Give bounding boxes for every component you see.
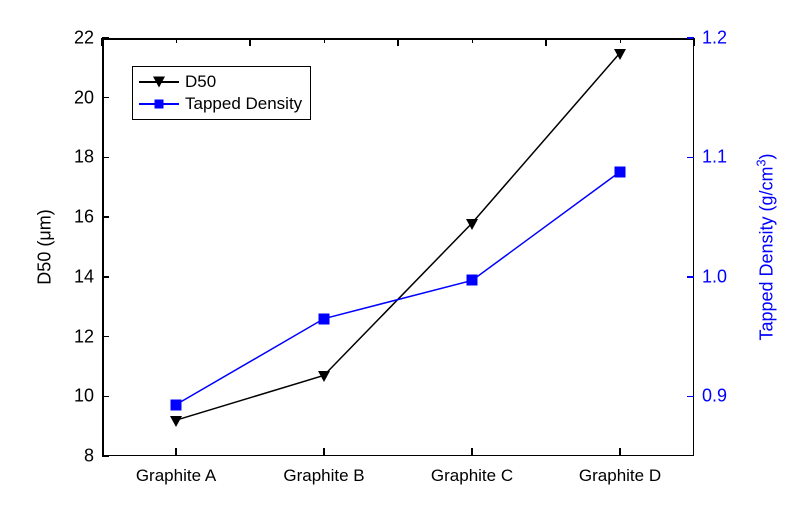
y-right-tick-label: 1.1 (694, 147, 727, 168)
legend-item: Tapped Density (139, 93, 302, 115)
legend: D50Tapped Density (132, 66, 311, 120)
y-left-tick-label: 8 (84, 446, 102, 467)
y-left-tick-label: 18 (74, 147, 102, 168)
x-tick-label: Graphite C (431, 456, 513, 486)
y-left-tick-label: 10 (74, 386, 102, 407)
y-left-tick-label: 20 (74, 87, 102, 108)
data-point (615, 166, 626, 177)
x-tick-label: Graphite A (136, 456, 216, 486)
data-point (318, 371, 330, 382)
data-point (171, 399, 182, 410)
y-right-tick-label: 0.9 (694, 386, 727, 407)
legend-item: D50 (139, 71, 302, 93)
chart-root: 8 10 12 14 16 18 20 22 0.9 1.0 1.1 1.2 Graphite A Gra… (0, 0, 800, 521)
y-left-tick-label: 12 (74, 326, 102, 347)
data-point (170, 416, 182, 427)
data-point (466, 219, 478, 230)
legend-swatch (139, 72, 179, 92)
x-tick-label: Graphite B (283, 456, 364, 486)
y-right-tick-label: 1.0 (694, 266, 727, 287)
legend-swatch (139, 94, 179, 114)
series-line-tapped-density (176, 172, 620, 405)
data-point (467, 275, 478, 286)
y-left-tick-label: 22 (74, 28, 102, 49)
y-right-tick-label: 1.2 (694, 28, 727, 49)
y-axis-right-label: Tapped Density (g/cm3) (755, 153, 778, 340)
x-tick-label: Graphite D (579, 456, 661, 486)
legend-label: D50 (185, 72, 216, 92)
data-point (614, 49, 626, 60)
y-left-tick-label: 16 (74, 207, 102, 228)
data-point (319, 313, 330, 324)
y-left-tick-label: 14 (74, 266, 102, 287)
legend-label: Tapped Density (185, 94, 302, 114)
y-axis-left-label: D50 (μm) (35, 209, 56, 284)
